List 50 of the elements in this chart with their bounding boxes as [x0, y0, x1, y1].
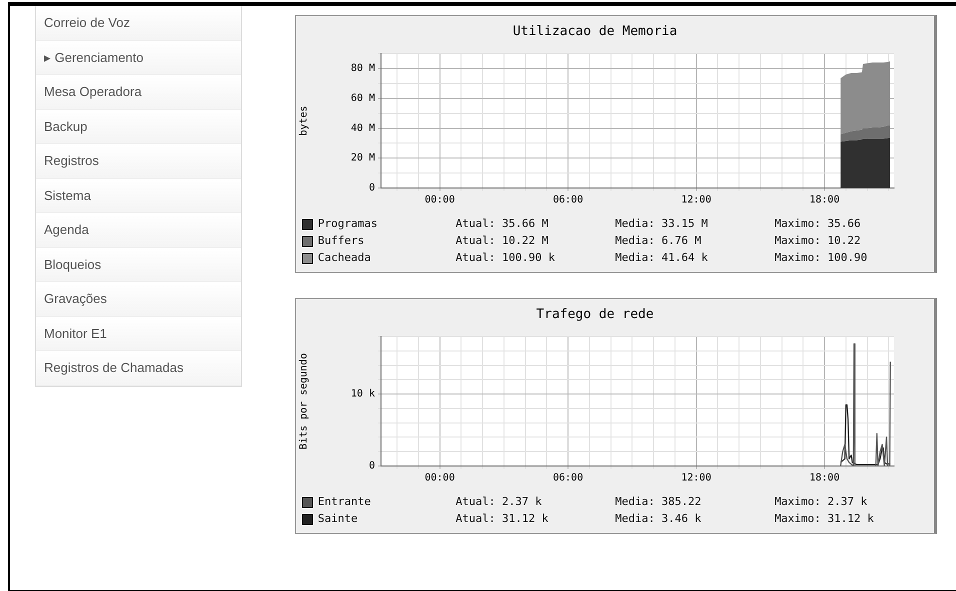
x-tick-label: 00:00 [424, 472, 455, 484]
text: Media: 33.15 M [615, 216, 709, 232]
legend-label: Entrante [318, 494, 372, 510]
text: Atual: 2.37 k [456, 494, 543, 510]
x-tick-label: 06:00 [552, 194, 584, 206]
text: Maximo: 35.66 [774, 216, 862, 232]
chart-title: Utilizacao de Memoria [512, 24, 678, 40]
text: Backup [36, 110, 241, 144]
text: Atual: 35.66 M [456, 216, 550, 232]
chart-title: Trafego de rede [536, 307, 654, 322]
x-tick-label: 18:00 [809, 194, 840, 206]
text: Atual: 31.12 k [456, 511, 550, 527]
x-tick-label: 12:00 [681, 472, 712, 484]
y-tick-label: 20 M [350, 152, 375, 164]
x-tick-label: 18:00 [809, 472, 840, 484]
text: Mesa Operadora [36, 75, 241, 110]
text: Gravações [36, 282, 241, 316]
x-tick-label: 00:00 [424, 194, 455, 206]
text: Media: 385.22 [615, 494, 702, 510]
legend-label: Buffers [318, 233, 366, 249]
y-tick-label: 40 M [350, 122, 375, 134]
y-tick-label: 60 M [350, 92, 375, 104]
text: Maximo: 31.12 k [774, 511, 875, 527]
text: Media: 3.46 k [615, 511, 702, 527]
text: Monitor E1 [36, 316, 241, 351]
text: Atual: 100.90 k [456, 250, 556, 266]
text: Registros de Chamadas [36, 351, 241, 386]
x-tick-label: 06:00 [552, 472, 584, 484]
legend-label: Sainte [318, 511, 359, 527]
text: Media: 6.76 M [615, 233, 702, 249]
x-tick-label: 12:00 [681, 194, 712, 206]
text: Correio de Voz [36, 6, 241, 40]
text: Maximo: 10.22 [774, 233, 862, 249]
text: Bloqueios [36, 248, 241, 282]
text: Registros [36, 144, 241, 178]
text: ▸ Gerenciamento [36, 40, 241, 75]
text: Maximo: 100.90 [774, 250, 868, 266]
y-axis-title: Bits por segundo [298, 353, 310, 450]
text: Sistema [36, 178, 241, 213]
text: Atual: 10.22 M [456, 233, 550, 249]
y-tick-label: 0 [368, 182, 375, 194]
y-tick-label: 0 [368, 460, 375, 472]
y-tick-label: 10 k [350, 388, 375, 400]
legend-label: Programas [318, 216, 378, 232]
text: Maximo: 2.37 k [774, 494, 868, 510]
y-axis-title: bytes [298, 106, 310, 136]
legend-label: Cacheada [318, 250, 372, 266]
text: Agenda [36, 213, 241, 248]
y-tick-label: 80 M [350, 63, 375, 74]
text: Media: 41.64 k [615, 250, 709, 266]
